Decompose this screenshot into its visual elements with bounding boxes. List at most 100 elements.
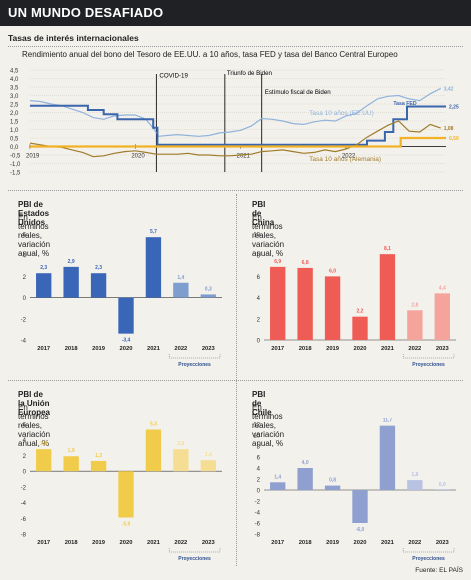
event-label: Triunfo de Biden bbox=[227, 70, 273, 77]
bar-value-label: 0,0 bbox=[439, 482, 446, 488]
x-tick-label: 2022 bbox=[342, 154, 356, 160]
projection-label: Proyecciones bbox=[412, 362, 445, 368]
y-tick-label: 0 bbox=[257, 339, 261, 345]
bar-value-label: 6,0 bbox=[329, 268, 336, 274]
y-tick-label: -0,5 bbox=[10, 154, 21, 160]
y-tick-label: -2 bbox=[21, 317, 27, 323]
bar-value-label: 2,8 bbox=[177, 441, 184, 447]
bar bbox=[118, 471, 134, 518]
bar-value-label: 1,8 bbox=[411, 472, 418, 478]
y-tick-label: 4 bbox=[257, 296, 261, 302]
x-tick-label: 2020 bbox=[131, 154, 145, 160]
y-tick-label: 4,0 bbox=[10, 77, 19, 83]
y-tick-label: -8 bbox=[21, 533, 27, 539]
bar bbox=[324, 276, 341, 340]
bar bbox=[352, 316, 368, 340]
y-tick-label: 0,5 bbox=[10, 137, 19, 143]
bar bbox=[324, 485, 341, 490]
bar-value-label: -5,9 bbox=[122, 522, 131, 528]
bar-value-label: 5,3 bbox=[150, 422, 157, 428]
bar-value-label: 2,9 bbox=[68, 259, 75, 265]
bar-value-label: 1,4 bbox=[177, 275, 184, 281]
bar-value-label: 2,3 bbox=[40, 265, 47, 271]
bar-value-label: 2,8 bbox=[411, 302, 418, 308]
y-tick-label: 2 bbox=[23, 275, 27, 281]
y-tick-label: 6 bbox=[257, 456, 261, 462]
series-label: Tasa FED bbox=[393, 101, 417, 107]
y-tick-label: 4 bbox=[257, 467, 261, 473]
panel-subtitle: En términos reales, variación anual, % bbox=[252, 213, 285, 258]
y-tick-label: -1,5 bbox=[10, 171, 21, 177]
bar bbox=[270, 482, 286, 490]
y-tick-label: -4 bbox=[21, 339, 27, 345]
divider bbox=[8, 380, 463, 381]
bar bbox=[297, 468, 313, 490]
x-tick-label: 2021 bbox=[381, 540, 395, 546]
bar bbox=[379, 425, 396, 490]
y-tick-label: 2 bbox=[257, 478, 261, 484]
rates-title: Tasas de interés internacionales bbox=[8, 33, 139, 43]
y-tick-label: -4 bbox=[255, 511, 261, 517]
y-tick-label: 2 bbox=[257, 317, 261, 323]
y-tick-label: 0 bbox=[23, 470, 27, 476]
bar-value-label: 2,8 bbox=[40, 441, 47, 447]
projection-bracket bbox=[402, 548, 455, 553]
x-tick-label: 2022 bbox=[408, 346, 421, 352]
bar-value-label: 4,0 bbox=[302, 460, 309, 466]
bar bbox=[145, 237, 162, 298]
y-tick-label: 10 bbox=[253, 434, 260, 440]
y-tick-label: 0,0 bbox=[10, 145, 19, 151]
bar-value-label: 0,8 bbox=[329, 478, 336, 484]
x-tick-label: 2023 bbox=[436, 346, 450, 352]
x-tick-label: 2022 bbox=[174, 346, 187, 352]
series-line bbox=[29, 87, 441, 137]
chile-bar-chart: 12 10 8 6 4 2 0 -2 -4 -6 -8 1,4 2017 4,0 2018 0,8 2019 -6… bbox=[253, 418, 456, 562]
event-label: Estímulo fiscal de Biden bbox=[265, 89, 332, 96]
series-end-value: 2,25 bbox=[449, 105, 459, 111]
x-tick-label: 2020 bbox=[120, 346, 133, 352]
x-tick-label: 2018 bbox=[299, 346, 313, 352]
panel-subtitle: En términos reales, variación anual, % bbox=[18, 213, 51, 258]
y-tick-label: 2,0 bbox=[10, 111, 19, 117]
y-tick-label: 2,5 bbox=[10, 103, 19, 109]
bar-value-label: 1,4 bbox=[205, 452, 212, 458]
y-tick-label: 10 bbox=[253, 233, 260, 239]
x-tick-label: 2021 bbox=[147, 346, 161, 352]
bar-value-label: 2,3 bbox=[95, 265, 102, 271]
y-tick-label: 1,0 bbox=[10, 128, 19, 134]
x-tick-label: 2017 bbox=[271, 346, 284, 352]
x-tick-label: 2019 bbox=[326, 540, 340, 546]
bar-value-label: 1,9 bbox=[68, 448, 75, 454]
x-tick-label: 2018 bbox=[65, 540, 79, 546]
y-tick-label: 8 bbox=[257, 254, 261, 260]
projection-label: Proyecciones bbox=[412, 556, 445, 562]
projection-bracket bbox=[168, 548, 221, 553]
bar bbox=[297, 267, 313, 340]
bar-value-label: 2,2 bbox=[357, 309, 364, 315]
bar-value-label: 8,1 bbox=[384, 246, 391, 252]
x-tick-label: 2021 bbox=[381, 346, 395, 352]
bar bbox=[90, 273, 107, 298]
y-tick-label: 3,5 bbox=[10, 86, 19, 92]
series-end-value: 0,50 bbox=[449, 136, 459, 142]
series-end-value: 3,42 bbox=[444, 86, 454, 92]
rates-line-chart: 4,5 4,0 3,5 3,0 2,5 2,0 1,5 1,0 0,5 0,0 -0,5 -1,0 -1… bbox=[10, 69, 459, 177]
y-tick-label: -6 bbox=[21, 517, 27, 523]
y-tick-label: -1,0 bbox=[10, 162, 21, 168]
y-tick-label: 4 bbox=[23, 438, 27, 444]
bar-value-label: 6,9 bbox=[274, 259, 281, 265]
x-tick-label: 2020 bbox=[354, 346, 367, 352]
panel-subtitle: En términos reales, variación anual, % bbox=[252, 403, 285, 448]
x-tick-label: 2019 bbox=[92, 346, 106, 352]
bar-value-label: -3,4 bbox=[122, 338, 131, 344]
series-line bbox=[29, 120, 441, 158]
bar-value-label: 5,7 bbox=[150, 229, 157, 235]
bar bbox=[63, 456, 79, 472]
usa-bar-chart: 6 4 2 0 -2 -4 2,3 2017 2,9 2018 2,3 2019 -3,4 2020 5,7… bbox=[21, 229, 222, 368]
y-tick-label: 4 bbox=[23, 254, 27, 260]
rates-subtitle: Rendimiento anual del bono del Tesoro de… bbox=[22, 50, 398, 59]
event-label: COVID-19 bbox=[159, 73, 188, 80]
y-tick-label: -6 bbox=[255, 522, 261, 528]
y-tick-label: 4,5 bbox=[10, 69, 19, 75]
y-tick-label: 6 bbox=[257, 275, 261, 281]
